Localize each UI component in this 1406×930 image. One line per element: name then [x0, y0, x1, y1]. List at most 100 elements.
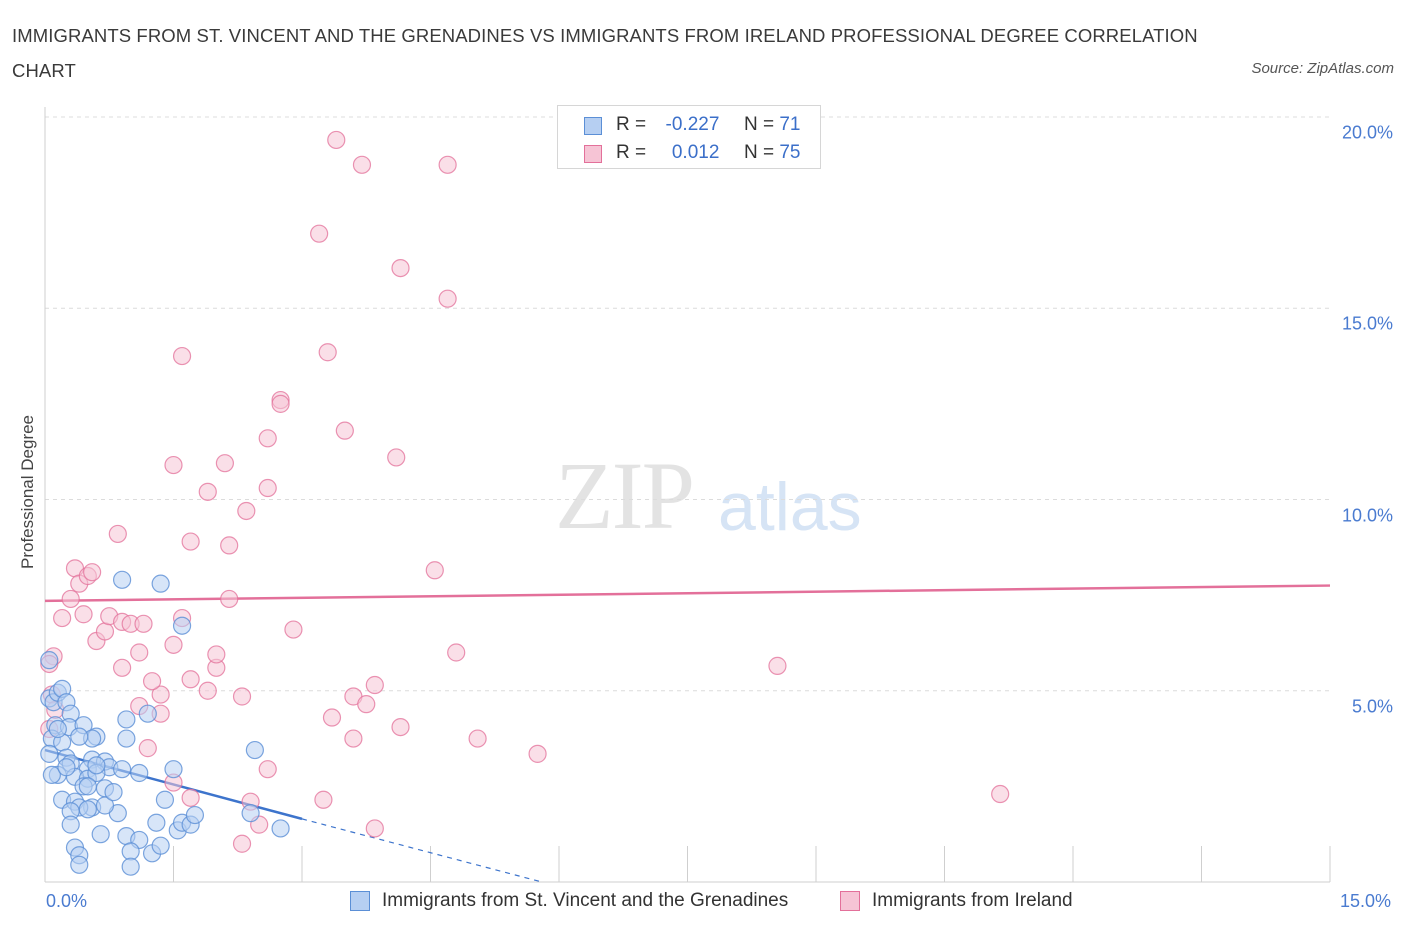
data-point-ireland: [142, 672, 162, 691]
data-point-ireland: [134, 614, 153, 633]
y-tick-label: 10.0%: [1341, 505, 1393, 525]
data-point-st-vincent: [185, 805, 205, 825]
legend-n-value: 75: [779, 142, 801, 163]
data-point-ireland: [314, 790, 333, 809]
data-point-ireland: [447, 643, 466, 662]
data-point-st-vincent: [112, 570, 132, 589]
data-point-ireland: [258, 478, 277, 498]
data-point-st-vincent: [147, 813, 166, 832]
correlation-legend: R = -0.227 N = 71 R = 0.012 N = 75: [557, 105, 821, 169]
data-point-st-vincent: [151, 836, 170, 855]
data-point-ireland: [95, 622, 115, 641]
data-point-ireland: [425, 561, 444, 580]
data-point-st-vincent: [121, 842, 140, 861]
bottom-legend-swatch-pink: [840, 891, 860, 911]
data-point-ireland: [991, 784, 1010, 804]
bottom-legend-label-series2: Immigrants from Ireland: [872, 890, 1073, 911]
data-point-ireland: [108, 524, 127, 544]
data-point-ireland: [198, 681, 217, 700]
data-point-st-vincent: [48, 719, 67, 739]
data-point-ireland: [365, 675, 384, 695]
y-axis-label: Professional Degree: [18, 414, 37, 570]
data-point-st-vincent: [172, 616, 192, 635]
data-point-ireland: [310, 224, 329, 243]
data-point-st-vincent: [40, 651, 59, 670]
data-point-st-vincent: [138, 704, 157, 723]
data-point-ireland: [258, 429, 277, 448]
data-point-st-vincent: [155, 790, 175, 809]
legend-r-label: R =: [616, 142, 647, 163]
data-point-ireland: [207, 645, 226, 664]
data-point-ireland: [61, 589, 80, 609]
data-point-ireland: [528, 744, 547, 763]
data-point-st-vincent: [117, 710, 136, 729]
data-point-st-vincent: [130, 763, 149, 783]
legend-swatch-blue: [584, 117, 602, 135]
data-point-ireland: [220, 589, 239, 609]
data-point-ireland: [232, 834, 252, 853]
data-point-ireland: [438, 289, 457, 308]
data-point-st-vincent: [271, 819, 290, 838]
data-point-ireland: [232, 687, 252, 706]
data-point-st-vincent: [121, 857, 140, 876]
data-point-st-vincent: [164, 760, 183, 779]
data-point-ireland: [74, 605, 93, 624]
x-tick-label-min: 0.0%: [46, 891, 88, 911]
data-point-ireland: [335, 421, 354, 440]
x-tick-label-max: 15.0%: [1340, 891, 1392, 911]
data-point-ireland: [438, 155, 457, 174]
data-point-ireland: [344, 729, 363, 748]
data-point-ireland: [164, 455, 183, 475]
data-point-st-vincent: [40, 744, 59, 763]
data-point-st-vincent: [95, 796, 115, 815]
data-point-st-vincent: [42, 765, 61, 785]
data-point-ireland: [318, 343, 337, 362]
legend-n-label: N =: [743, 114, 775, 135]
data-point-ireland: [181, 532, 200, 551]
data-point-ireland: [468, 729, 487, 748]
data-point-ireland: [172, 346, 192, 366]
y-tick-label: 15.0%: [1341, 313, 1393, 334]
data-point-ireland: [271, 394, 290, 413]
data-point-st-vincent: [70, 855, 89, 874]
data-point-ireland: [164, 635, 183, 654]
chart-title: IMMIGRANTS FROM ST. VINCENT AND THE GREN…: [12, 25, 1198, 81]
data-point-ireland: [215, 454, 234, 473]
data-point-st-vincent: [87, 756, 106, 775]
data-point-st-vincent: [70, 727, 89, 746]
y-tick-label: 5.0%: [1351, 696, 1393, 717]
data-point-ireland: [181, 788, 200, 807]
data-point-ireland: [365, 819, 384, 838]
data-point-ireland: [322, 708, 342, 727]
data-point-st-vincent: [104, 783, 123, 802]
bottom-legend-swatch-blue: [350, 891, 370, 911]
data-point-ireland: [258, 760, 277, 779]
data-point-st-vincent: [57, 758, 76, 777]
trendline-st-vincent-extension: [301, 818, 543, 883]
source-label: Source: ZipAtlas.com: [1251, 60, 1394, 77]
data-point-st-vincent: [78, 777, 97, 796]
trendline-ireland: [44, 584, 1331, 603]
data-point-ireland: [138, 739, 157, 758]
data-point-ireland: [53, 608, 72, 628]
watermark-atlas: atlas: [718, 469, 862, 545]
data-point-ireland: [352, 155, 372, 174]
data-point-st-vincent: [91, 825, 110, 844]
legend-r-label: R =: [616, 114, 647, 135]
data-point-st-vincent: [245, 740, 264, 760]
legend-swatch-pink: [584, 145, 602, 163]
watermark-zip: ZIP: [555, 442, 695, 549]
bottom-legend-label-series1: Immigrants from St. Vincent and the Gren…: [382, 890, 789, 911]
data-point-ireland: [130, 643, 149, 662]
y-tick-label: 20.0%: [1341, 122, 1393, 143]
data-point-ireland: [181, 670, 200, 689]
data-point-ireland: [391, 258, 410, 278]
data-point-st-vincent: [78, 800, 97, 819]
data-point-st-vincent: [151, 574, 170, 593]
data-point-ireland: [237, 501, 256, 521]
data-point-ireland: [198, 482, 217, 501]
data-point-st-vincent: [241, 804, 260, 823]
data-point-ireland: [327, 130, 346, 150]
data-point-ireland: [387, 448, 406, 467]
